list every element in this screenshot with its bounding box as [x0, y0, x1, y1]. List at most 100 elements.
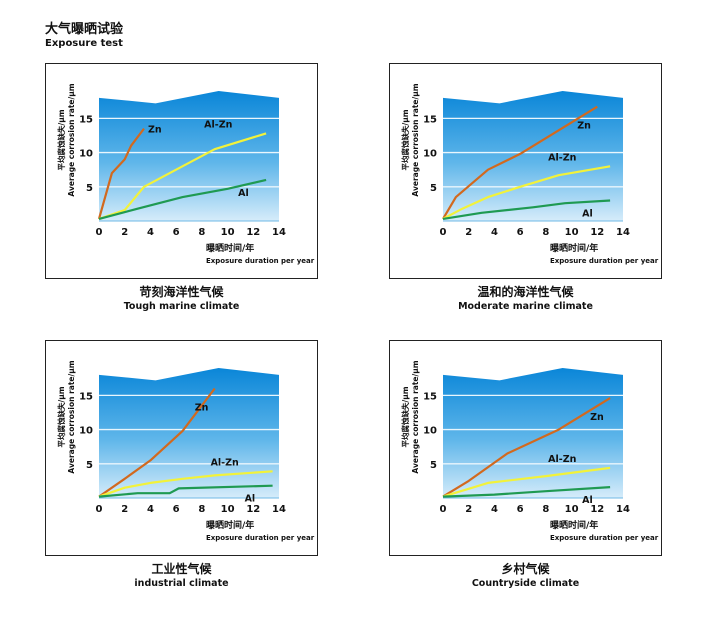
chart-caption-en: Countryside climate [471, 578, 580, 589]
series-label: Al [582, 208, 593, 219]
x-tick-label: 14 [616, 504, 630, 515]
y-axis-label-zh: 平均腐蚀缺失/μm [56, 109, 66, 170]
y-tick-label: 5 [86, 183, 93, 194]
chart-panel-countryside: 5 10 15 0 2 4 6 8 10 12 14 平均腐蚀缺失/μm Average corrosi… [389, 340, 662, 556]
plot-background [443, 91, 623, 221]
x-axis-label-en: Exposure duration per year [550, 257, 659, 265]
series-line-al-zn [98, 132, 267, 220]
y-tick-label: 5 [86, 460, 93, 471]
x-axis-label-en: Exposure duration per year [206, 534, 315, 542]
y-tick-label: 10 [79, 426, 93, 437]
x-tick-label: 10 [221, 227, 235, 238]
x-tick-label: 2 [121, 227, 128, 238]
x-axis-label-en: Exposure duration per year [206, 257, 315, 265]
x-axis-label-zh: 曝晒时间/年 [206, 242, 254, 254]
chart-panel-industrial: 5 10 15 0 2 4 6 8 10 12 14 平均腐蚀缺失/μm Average corrosi… [45, 340, 318, 556]
chart-caption-en: industrial climate [134, 578, 229, 589]
x-tick-label: 0 [440, 227, 447, 238]
series-label: Al [582, 495, 593, 506]
series-line-al [98, 484, 273, 498]
y-axis-label-en: Average corrosion rate/μm [411, 83, 420, 196]
x-axis-label-zh: 曝晒时间/年 [550, 242, 598, 254]
x-tick-label: 0 [440, 504, 447, 515]
x-tick-label: 12 [590, 504, 604, 515]
x-tick-label: 0 [96, 227, 103, 238]
series-line-zn [442, 397, 611, 498]
chart-panel-tough-marine: 5 10 15 0 2 4 6 8 10 12 14 平均腐蚀缺失/μm Average corrosi… [45, 63, 318, 279]
chart-caption-en: Tough marine climate [123, 301, 240, 312]
y-tick-label: 10 [79, 149, 93, 160]
x-tick-label: 4 [147, 504, 154, 515]
chart-caption-zh: 乡村气候 [501, 562, 550, 576]
series-line-al-zn [98, 470, 273, 498]
series-label: Zn [195, 403, 209, 414]
y-tick-label: 10 [423, 149, 437, 160]
x-tick-label: 6 [517, 227, 524, 238]
x-tick-label: 10 [565, 227, 579, 238]
x-tick-label: 4 [491, 227, 498, 238]
series-line-al-zn [442, 165, 611, 220]
y-tick-label: 15 [79, 391, 93, 402]
y-tick-label: 15 [423, 114, 437, 125]
x-axis-label-zh: 曝晒时间/年 [550, 519, 598, 531]
y-tick-label: 5 [430, 460, 437, 471]
x-tick-label: 2 [121, 504, 128, 515]
x-tick-label: 12 [246, 504, 260, 515]
series-line-zn [97, 127, 145, 220]
page-title: 大气曝晒试验 [45, 22, 124, 37]
chart-caption-zh: 工业性气候 [151, 562, 212, 576]
y-axis-label-en: Average corrosion rate/μm [67, 360, 76, 473]
series-label: Al-Zn [548, 152, 576, 163]
x-tick-label: 12 [590, 227, 604, 238]
series-line-al-zn [442, 466, 611, 498]
y-tick-label: 5 [430, 183, 437, 194]
x-axis-label-zh: 曝晒时间/年 [206, 519, 254, 531]
y-axis-label-zh: 平均腐蚀缺失/μm [400, 109, 410, 170]
chart-svg: 5 10 15 0 2 4 6 8 10 12 14 平均腐蚀缺失/μm Average corrosi… [56, 83, 315, 265]
x-tick-label: 8 [198, 504, 205, 515]
series-line-al [442, 199, 611, 220]
x-tick-label: 10 [565, 504, 579, 515]
x-tick-label: 4 [147, 227, 154, 238]
y-tick-label: 15 [79, 114, 93, 125]
y-tick-label: 10 [423, 426, 437, 437]
plot-background [443, 368, 623, 498]
series-label: Al-Zn [211, 457, 239, 468]
x-tick-label: 2 [465, 504, 472, 515]
x-tick-label: 0 [96, 504, 103, 515]
series-label: Al [238, 188, 249, 199]
x-tick-label: 8 [198, 227, 205, 238]
series-label: Zn [577, 121, 591, 132]
y-axis-label-zh: 平均腐蚀缺失/μm [56, 386, 66, 447]
x-tick-label: 14 [272, 504, 286, 515]
x-tick-label: 2 [465, 227, 472, 238]
series-line-zn [98, 387, 216, 498]
series-line-al [442, 486, 611, 498]
x-tick-label: 12 [246, 227, 260, 238]
page-subtitle: Exposure test [45, 38, 123, 49]
chart-caption-zh: 苛刻海洋性气候 [139, 285, 224, 299]
chart-svg: 5 10 15 0 2 4 6 8 10 12 14 平均腐蚀缺失/μm Average corrosi… [400, 360, 659, 542]
x-tick-label: 6 [173, 227, 180, 238]
series-label: Al-Zn [204, 119, 232, 130]
chart-svg: 5 10 15 0 2 4 6 8 10 12 14 平均腐蚀缺失/μm Average corrosi… [400, 83, 659, 265]
chart-svg: 5 10 15 0 2 4 6 8 10 12 14 平均腐蚀缺失/μm Average corrosi… [56, 360, 315, 542]
x-tick-label: 6 [173, 504, 180, 515]
chart-panel-moderate-marine: 5 10 15 0 2 4 6 8 10 12 14 平均腐蚀缺失/μm Average corrosi… [389, 63, 662, 279]
chart-caption-en: Moderate marine climate [458, 301, 593, 312]
x-tick-label: 4 [491, 504, 498, 515]
y-axis-label-en: Average corrosion rate/μm [67, 83, 76, 196]
x-tick-label: 6 [517, 504, 524, 515]
series-line-zn [442, 105, 598, 220]
x-axis-label-en: Exposure duration per year [550, 534, 659, 542]
x-tick-label: 8 [542, 504, 549, 515]
x-tick-label: 14 [272, 227, 286, 238]
x-tick-label: 8 [542, 227, 549, 238]
series-label: Al [245, 494, 256, 505]
x-tick-label: 10 [221, 504, 235, 515]
y-axis-label-zh: 平均腐蚀缺失/μm [400, 386, 410, 447]
series-label: Zn [148, 125, 162, 136]
x-tick-label: 14 [616, 227, 630, 238]
chart-caption-zh: 温和的海洋性气候 [477, 285, 574, 299]
series-label: Al-Zn [548, 454, 576, 465]
